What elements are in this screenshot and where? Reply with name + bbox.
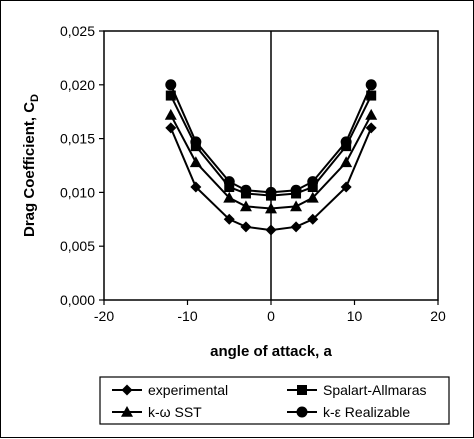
data-point-k-sst bbox=[265, 202, 277, 214]
data-point-k-sst bbox=[223, 191, 236, 203]
data-point-k-sst bbox=[306, 191, 319, 203]
data-point-experimental bbox=[307, 213, 319, 225]
data-point-experimental bbox=[265, 224, 277, 236]
y-tick-label: 0,005 bbox=[60, 238, 95, 254]
data-point-experimental bbox=[290, 221, 302, 233]
y-tick-label: 0,020 bbox=[60, 77, 95, 93]
data-point-experimental bbox=[240, 221, 252, 233]
legend-marker bbox=[121, 384, 133, 396]
legend-label: Spalart-Allmaras bbox=[323, 382, 426, 398]
series-layer bbox=[164, 79, 378, 236]
data-point-k-realizable bbox=[223, 176, 235, 188]
x-tick-label: 10 bbox=[347, 308, 363, 324]
data-point-k-realizable bbox=[365, 79, 377, 91]
data-point-experimental bbox=[190, 181, 202, 193]
legend-label: k-ω SST bbox=[148, 404, 202, 420]
data-point-k-realizable bbox=[290, 184, 302, 196]
data-point-spalart-allmaras bbox=[165, 90, 176, 101]
data-point-k-sst bbox=[365, 108, 378, 120]
y-tick-label: 0,010 bbox=[60, 184, 95, 200]
data-point-experimental bbox=[223, 213, 235, 225]
legend-item-experimental: experimental bbox=[112, 382, 228, 398]
data-point-k-sst bbox=[239, 200, 252, 212]
axes bbox=[99, 30, 439, 305]
series-experimental bbox=[165, 122, 377, 236]
data-point-experimental bbox=[340, 181, 352, 193]
tick-labels: 0,000 0,005 0,010 0,015 0,020 0,025 -20 -10 0 10 2… bbox=[60, 23, 446, 324]
legend-item-spalart-allmaras: Spalart-Allmaras bbox=[287, 382, 426, 398]
legend-marker bbox=[121, 406, 133, 417]
x-tick-label: 20 bbox=[430, 308, 446, 324]
data-point-k-realizable bbox=[340, 136, 352, 148]
legend-label: experimental bbox=[148, 382, 228, 398]
data-point-experimental bbox=[365, 122, 377, 134]
data-point-spalart-allmaras bbox=[366, 90, 377, 101]
y-axis-title-subscript: D bbox=[29, 94, 41, 102]
x-axis-title: angle of attack, a bbox=[210, 343, 332, 360]
y-axis-title: Drag Coefficient, CD bbox=[21, 94, 41, 237]
series-k-sst bbox=[164, 108, 378, 214]
data-point-k-sst bbox=[164, 108, 177, 120]
x-tick-label: -10 bbox=[177, 308, 197, 324]
series-k-realizable bbox=[165, 79, 377, 198]
data-point-k-sst bbox=[340, 156, 353, 168]
data-point-k-realizable bbox=[307, 176, 319, 188]
data-point-k-realizable bbox=[265, 186, 277, 198]
legend-label: k-ε Realizable bbox=[323, 404, 410, 420]
data-point-k-realizable bbox=[165, 79, 177, 91]
legend-item-k-realizable: k-ε Realizable bbox=[287, 404, 410, 420]
x-tick-label: -20 bbox=[94, 308, 114, 324]
legend-marker bbox=[297, 385, 307, 395]
legend-marker bbox=[296, 406, 308, 418]
data-point-k-sst bbox=[290, 200, 303, 212]
legend-item-k-sst: k-ω SST bbox=[112, 404, 202, 420]
y-tick-label: 0,000 bbox=[60, 292, 95, 308]
legend: experimental Spalart-Allmaras k-ω SST k-ε R… bbox=[99, 376, 450, 425]
y-tick-label: 0,025 bbox=[60, 23, 95, 39]
legend-box bbox=[99, 376, 450, 425]
data-point-experimental bbox=[165, 122, 177, 134]
data-point-k-realizable bbox=[190, 136, 202, 148]
y-tick-label: 0,015 bbox=[60, 131, 95, 147]
x-tick-label: 0 bbox=[267, 308, 275, 324]
data-point-k-sst bbox=[189, 156, 202, 168]
data-point-k-realizable bbox=[240, 184, 252, 196]
